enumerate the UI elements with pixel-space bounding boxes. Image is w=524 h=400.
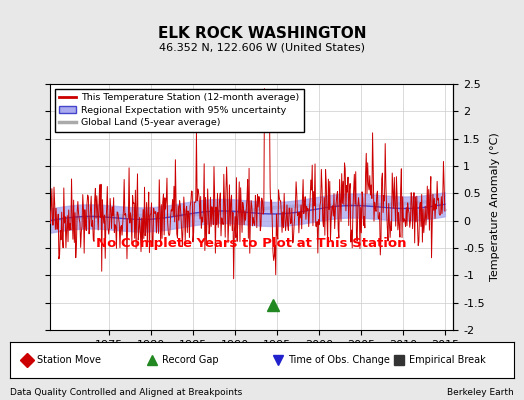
Text: Berkeley Earth: Berkeley Earth [447, 388, 514, 397]
Text: 46.352 N, 122.606 W (United States): 46.352 N, 122.606 W (United States) [159, 42, 365, 52]
Text: Time of Obs. Change: Time of Obs. Change [288, 355, 390, 365]
Text: Data Quality Controlled and Aligned at Breakpoints: Data Quality Controlled and Aligned at B… [10, 388, 243, 397]
Text: Record Gap: Record Gap [162, 355, 219, 365]
Legend: This Temperature Station (12-month average), Regional Expectation with 95% uncer: This Temperature Station (12-month avera… [54, 89, 304, 132]
Text: Station Move: Station Move [37, 355, 101, 365]
Y-axis label: Temperature Anomaly (°C): Temperature Anomaly (°C) [490, 133, 500, 281]
Text: Empirical Break: Empirical Break [409, 355, 486, 365]
Text: ELK ROCK WASHINGTON: ELK ROCK WASHINGTON [158, 26, 366, 41]
Text: No Complete Years to Plot at This Station: No Complete Years to Plot at This Statio… [96, 238, 407, 250]
